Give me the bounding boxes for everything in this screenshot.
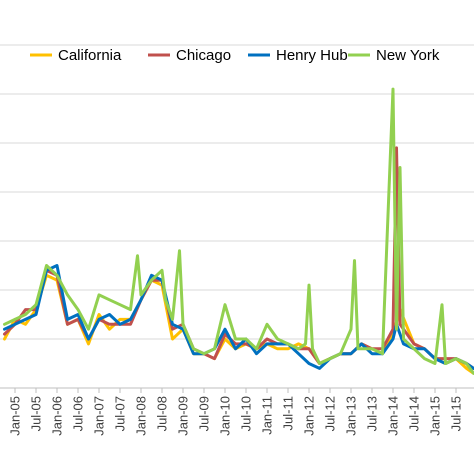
x-tick-label: Jan-09	[176, 396, 191, 436]
x-tick-labels: Jan-05 Jul-05 Jan-06 Jul-06 Jan-07 Jul-07 Jan-…	[8, 396, 464, 436]
x-tick-label: Jul-07	[113, 396, 128, 431]
x-tick-label: Jul-14	[407, 396, 422, 431]
x-tick-label: Jul-09	[197, 396, 212, 431]
series-lines	[3, 87, 474, 375]
x-axis	[0, 387, 474, 393]
x-tick-label: Jul-10	[239, 396, 254, 431]
x-tick-label: Jan-06	[50, 396, 65, 436]
x-tick-label: Jul-13	[365, 396, 380, 431]
x-tick-label: Jul-05	[29, 396, 44, 431]
x-tick-label: Jul-11	[281, 396, 296, 430]
gridlines	[0, 44, 474, 340]
x-tick-label: Jan-15	[428, 396, 443, 436]
x-tick-label: Jan-05	[8, 396, 23, 436]
x-tick-label: Jan-10	[218, 396, 233, 436]
x-tick-label: Jan-11	[260, 396, 275, 435]
legend: California Chicago Henry Hub New York	[30, 47, 440, 64]
legend-label-chicago: Chicago	[176, 47, 231, 64]
legend-label-new-york: New York	[376, 47, 440, 64]
legend-label-henry-hub: Henry Hub	[276, 47, 348, 64]
series-line-new-york	[3, 87, 474, 375]
x-tick-label: Jan-14	[386, 396, 401, 436]
legend-label-california: California	[58, 47, 122, 64]
x-tick-label: Jul-08	[155, 396, 170, 431]
x-tick-label: Jan-13	[344, 396, 359, 436]
x-tick-label: Jul-12	[323, 396, 338, 431]
x-tick-label: Jan-08	[134, 396, 149, 436]
x-tick-label: Jul-06	[71, 396, 86, 431]
x-tick-label: Jan-07	[92, 396, 107, 436]
x-tick-label: Jul-15	[449, 396, 464, 431]
x-tick-label: Jan-12	[302, 396, 317, 436]
